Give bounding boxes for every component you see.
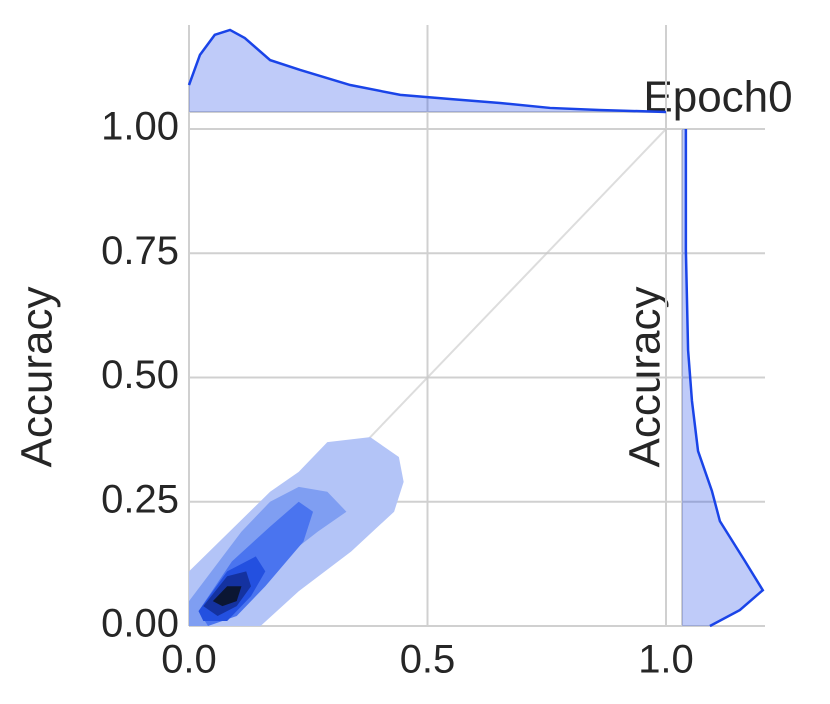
y-tick-label: 1.00 bbox=[101, 105, 179, 149]
x-tick-label: 0.5 bbox=[400, 638, 456, 682]
y-axis-label: Accuracy bbox=[13, 287, 62, 468]
marginal-x-curve bbox=[187, 28, 667, 114]
y-tick-label: 0.50 bbox=[101, 353, 179, 397]
marginal-x-area bbox=[189, 29, 666, 112]
marginal-y-area bbox=[682, 129, 763, 626]
y-tick-label: 0.00 bbox=[101, 602, 179, 646]
marginal-y-curve bbox=[684, 129, 765, 628]
x-tick-label: 0.0 bbox=[161, 638, 217, 682]
y-tick-label: 0.25 bbox=[101, 477, 179, 521]
chart-title: Epoch0 bbox=[643, 73, 792, 122]
x-tick-label: 1.0 bbox=[638, 638, 694, 682]
density-contour bbox=[212, 586, 242, 607]
y-tick-label: 0.75 bbox=[101, 229, 179, 273]
